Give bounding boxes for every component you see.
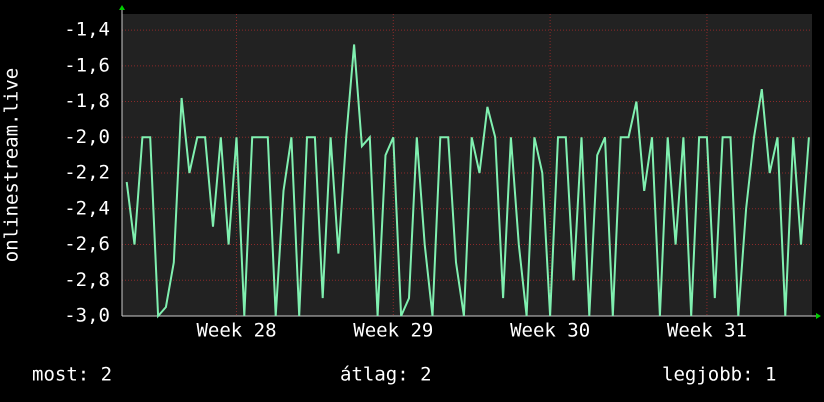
y-tick-label: -1,8 <box>64 90 110 112</box>
footer-average: átlag: 2 <box>340 364 432 386</box>
x-arrow <box>816 313 821 319</box>
x-tick-label: Week 31 <box>667 320 747 342</box>
y-tick-label: -2,6 <box>64 233 110 255</box>
x-tick-label: Week 30 <box>510 320 590 342</box>
y-tick-label: -3,0 <box>64 305 110 327</box>
footer-best: legjobb: 1 <box>662 364 776 386</box>
y-tick-label: -1,4 <box>64 19 110 41</box>
y-arrow <box>119 5 125 10</box>
y-tick-label: -2,2 <box>64 162 110 184</box>
footer-current: most: 2 <box>32 364 112 386</box>
y-tick-label: -2,0 <box>64 126 110 148</box>
x-tick-label: Week 28 <box>196 320 276 342</box>
data-line <box>125 44 810 319</box>
y-tick-label: -2,8 <box>64 269 110 291</box>
y-axis-label: onlinestream.live <box>1 68 23 262</box>
x-tick-label: Week 29 <box>353 320 433 342</box>
y-tick-label: -1,6 <box>64 54 110 76</box>
y-tick-label: -2,4 <box>64 197 110 219</box>
